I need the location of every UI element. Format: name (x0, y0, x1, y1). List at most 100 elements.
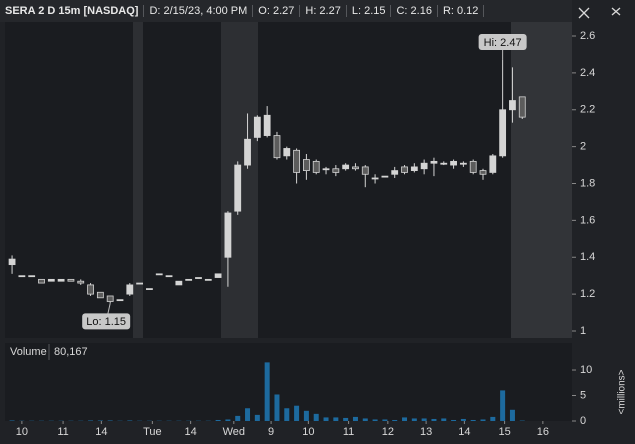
candle-body (303, 159, 310, 171)
volume-bar (460, 418, 466, 421)
volume-bar (362, 418, 368, 421)
candle-body (518, 96, 526, 118)
quote-field: D: 2/15/23, 4:00 PM (144, 5, 254, 17)
volume-bar (411, 418, 417, 421)
x-tick-label: 14 (95, 426, 107, 438)
candle-body (371, 177, 379, 180)
volume-bar (500, 390, 506, 421)
volume-bar (245, 408, 251, 421)
candle-body (440, 162, 448, 165)
x-tick-label: 10 (302, 426, 314, 438)
volume-tick-label: 0 (580, 415, 586, 427)
icon-collapse[interactable] (578, 7, 590, 19)
volume-label: Volume (10, 346, 47, 358)
candle-body (253, 116, 261, 138)
volume-bar (264, 362, 270, 421)
candle-body (410, 166, 418, 171)
volume-bar (294, 405, 300, 421)
candle-body (38, 278, 45, 284)
x-tick-label: 12 (382, 426, 394, 438)
volume-bar (284, 408, 290, 421)
volume-bar (470, 419, 476, 421)
price-annotation: Lo: 1.15 (82, 303, 131, 330)
candle-body (8, 258, 16, 266)
volume-bar (107, 420, 113, 421)
candle-body (361, 166, 369, 175)
candle-body (136, 282, 144, 285)
candle-body (204, 278, 212, 281)
candle-body (175, 280, 183, 286)
annotation-label: Hi: 2.47 (484, 37, 522, 49)
candle-body (106, 295, 114, 302)
volume-bar (274, 394, 280, 421)
volume-bar (333, 417, 339, 421)
y-tick-label: 1.6 (580, 214, 595, 226)
volume-bar (313, 413, 319, 421)
price-panel (5, 22, 572, 338)
x-tick-label: Tue (143, 426, 162, 438)
y-tick-label: 1.2 (580, 288, 595, 300)
candle-body (165, 275, 173, 278)
candle-body (185, 278, 193, 281)
x-tick-label: 16 (537, 426, 549, 438)
x-tick-label: 10 (16, 426, 28, 438)
candle-body (57, 278, 65, 282)
volume-bar (421, 418, 427, 421)
annotation-label: Lo: 1.15 (86, 316, 126, 328)
candle-body (47, 278, 55, 282)
candle-body (126, 284, 134, 295)
volume-value: 80,167 (54, 346, 88, 358)
toolbar-icons[interactable] (578, 7, 621, 19)
candle-body (352, 166, 359, 170)
y-tick-label: 1.4 (580, 251, 595, 263)
candle-body (273, 135, 281, 159)
x-tick-label: 15 (498, 426, 510, 438)
annotation-box (478, 33, 527, 50)
quote-field: R: 0.12 (438, 5, 485, 17)
quote-field: H: 2.27 (300, 5, 347, 17)
candle-body (28, 275, 36, 278)
volume-bar (97, 420, 103, 421)
candle-body (381, 175, 389, 178)
extended-hours (133, 22, 143, 338)
volume-bar (9, 420, 15, 421)
candle-body (420, 162, 428, 170)
header-bar: SERA 2 D 15m [NASDAQ] D: 2/15/23, 4:00 PM… (0, 0, 572, 22)
candle-body (391, 170, 399, 175)
candle-body (283, 148, 291, 157)
volume-tick-label: 5 (580, 389, 586, 401)
candle-body (489, 155, 497, 173)
volume-bar (441, 418, 447, 421)
candle-body (430, 160, 438, 164)
x-tick-label: Wed (223, 426, 245, 438)
x-tick-label: 13 (420, 426, 432, 438)
quote-field: L: 2.15 (347, 5, 392, 17)
icon-settings[interactable] (611, 7, 621, 16)
y-tick-label: 2.6 (580, 30, 595, 42)
candle-body (342, 164, 350, 170)
volume-bar (480, 419, 486, 421)
candle-body (322, 168, 330, 171)
x-tick-label: 11 (57, 426, 68, 438)
candle-body (509, 100, 516, 111)
candle-body (469, 160, 477, 173)
candle-body (155, 273, 163, 276)
candle-body (116, 299, 124, 302)
y-tick-label: 2.2 (580, 104, 595, 116)
candle-body (224, 212, 232, 258)
candle-body (459, 162, 467, 165)
volume-bar (372, 419, 378, 421)
candle-body (18, 275, 26, 278)
volume-bar (88, 420, 94, 421)
volume-bar (225, 419, 231, 421)
volume-bar (323, 417, 329, 421)
volume-bar (303, 410, 309, 421)
candle-body (87, 284, 94, 295)
volume-bar (451, 419, 457, 421)
candle-body (499, 109, 507, 157)
y-tick-label: 1.8 (580, 177, 595, 189)
y-tick-label: 2.4 (580, 67, 595, 79)
volume-bar (343, 417, 349, 421)
